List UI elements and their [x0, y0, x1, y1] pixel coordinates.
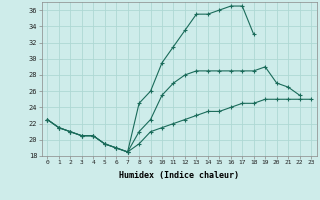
- X-axis label: Humidex (Indice chaleur): Humidex (Indice chaleur): [119, 171, 239, 180]
